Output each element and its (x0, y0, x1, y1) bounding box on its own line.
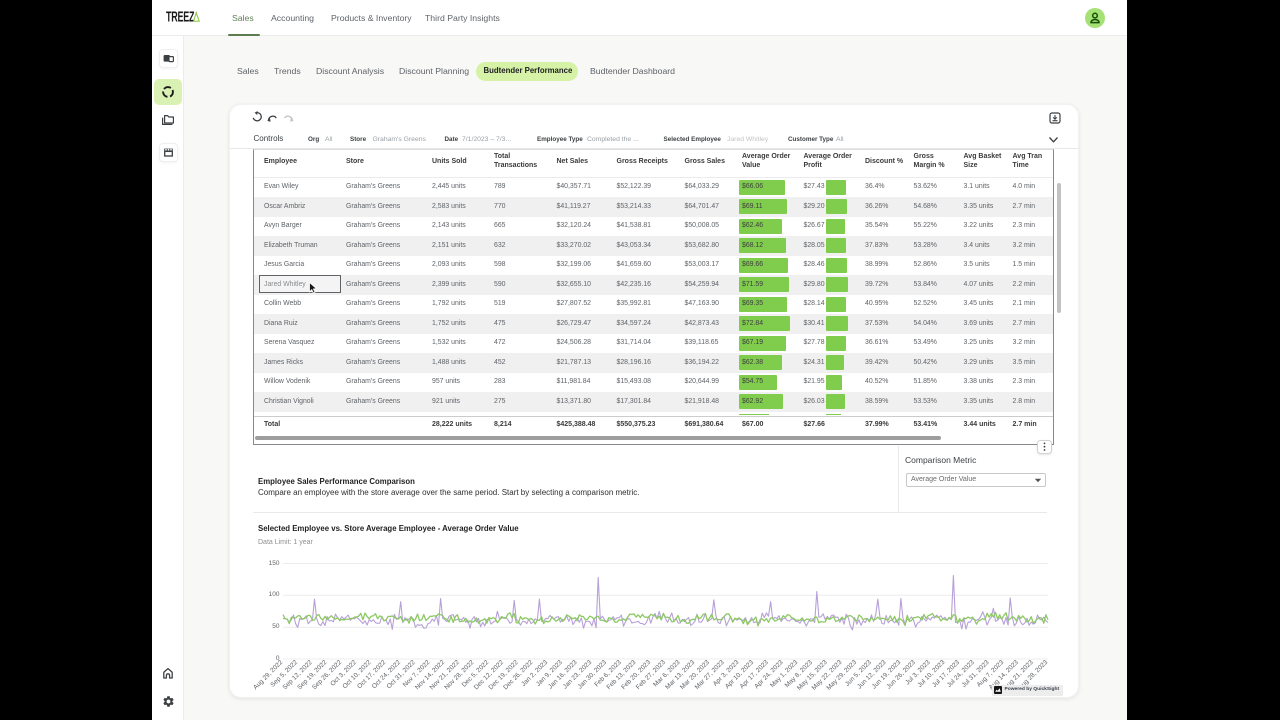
svg-text:TREEZ: TREEZ (166, 9, 195, 25)
